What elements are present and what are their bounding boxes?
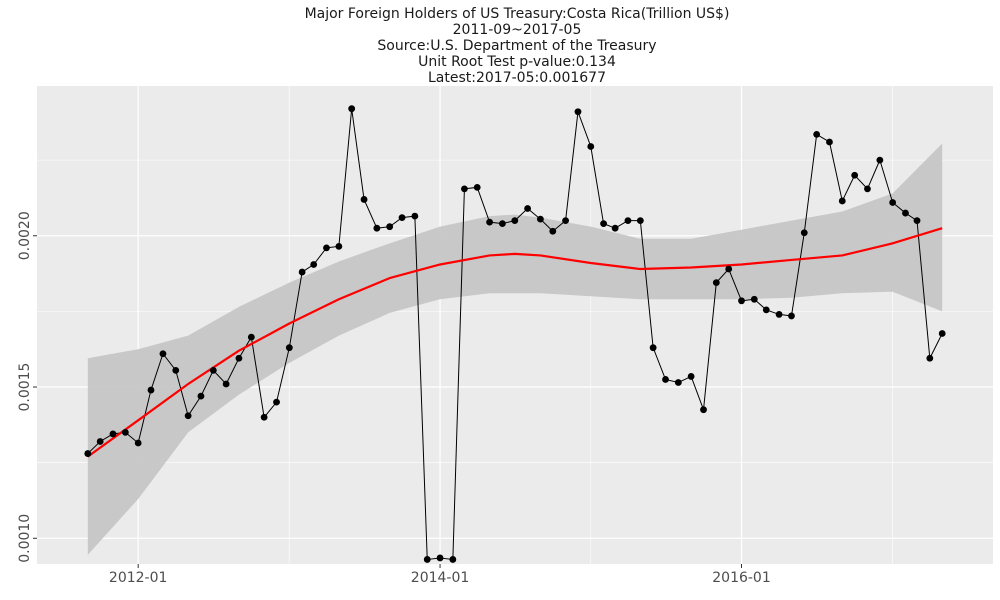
data-point	[611, 224, 619, 232]
data-point	[738, 297, 745, 305]
data-point	[902, 209, 909, 217]
data-point	[411, 212, 419, 220]
title-line-4: Unit Root Test p-value:0.134	[418, 54, 616, 70]
data-point	[712, 279, 720, 287]
data-point	[574, 108, 582, 116]
data-point	[775, 311, 783, 318]
data-point	[725, 265, 733, 273]
data-point	[96, 438, 104, 445]
data-point	[310, 261, 318, 268]
data-point	[172, 366, 180, 374]
confidence-band	[87, 143, 943, 555]
confidence-ribbon	[87, 143, 943, 555]
data-point	[109, 430, 117, 438]
data-point	[197, 392, 205, 400]
title-line-2: 2011-09~2017-05	[453, 22, 582, 38]
series-points	[84, 105, 946, 563]
data-point	[700, 406, 707, 414]
data-point	[222, 380, 230, 388]
y-axis: 0.0010 0.0015 0.0020	[17, 211, 37, 563]
data-point	[486, 218, 494, 226]
data-point	[449, 556, 457, 563]
data-point	[649, 344, 657, 352]
x-tick-label: 2014-01	[411, 570, 470, 586]
data-point	[938, 330, 946, 337]
data-point	[687, 373, 695, 380]
data-point	[511, 217, 519, 225]
data-point	[398, 214, 406, 222]
data-point	[423, 556, 431, 563]
data-point	[209, 366, 217, 374]
data-point	[851, 171, 859, 179]
title-line-5: Latest:2017-05:0.001677	[428, 70, 606, 86]
x-tick-label: 2016-01	[712, 570, 771, 586]
data-point	[562, 217, 569, 225]
data-point	[260, 413, 268, 421]
data-point	[876, 156, 884, 164]
data-point	[121, 428, 129, 436]
data-point	[838, 197, 846, 205]
data-point	[813, 131, 821, 138]
title-line-1: Major Foreign Holders of US Treasury:Cos…	[305, 6, 730, 22]
data-point	[549, 227, 557, 235]
y-tick-label: 0.0020	[17, 211, 33, 260]
data-point	[298, 268, 306, 276]
data-point	[247, 333, 255, 341]
data-point	[473, 183, 481, 191]
data-point	[524, 205, 531, 212]
x-axis: 2012-01 2014-01 2016-01	[109, 564, 771, 586]
data-point	[788, 312, 795, 320]
data-point	[461, 185, 468, 193]
data-point	[436, 554, 444, 562]
data-point	[184, 412, 192, 420]
data-point	[335, 242, 343, 250]
chart-title: Major Foreign Holders of US Treasury:Cos…	[305, 6, 730, 86]
data-point	[913, 217, 921, 225]
data-point	[235, 354, 243, 362]
data-point	[750, 295, 758, 303]
data-point	[826, 138, 833, 146]
data-point	[147, 386, 155, 394]
y-tick-label: 0.0015	[17, 363, 33, 412]
smooth-trend-line	[87, 227, 943, 458]
data-point	[323, 244, 330, 252]
data-point	[273, 398, 280, 406]
data-point	[600, 220, 607, 228]
data-point	[348, 105, 356, 113]
data-point	[499, 220, 506, 228]
plot-panel	[37, 86, 993, 564]
data-point	[587, 143, 595, 150]
data-point	[360, 196, 368, 203]
data-point	[864, 185, 871, 193]
data-point	[662, 376, 669, 383]
data-point	[285, 344, 293, 352]
data-point	[800, 229, 808, 237]
data-point	[624, 217, 632, 225]
data-point	[386, 223, 394, 231]
data-point	[134, 439, 142, 447]
data-point	[84, 450, 92, 457]
title-line-3: Source:U.S. Department of the Treasury	[377, 38, 656, 54]
x-tick-label: 2012-01	[109, 570, 168, 586]
smooth-line	[87, 227, 943, 458]
data-point	[373, 224, 381, 232]
data-point	[674, 379, 682, 386]
y-tick-label: 0.0010	[17, 514, 33, 563]
data-point	[926, 354, 934, 362]
data-point	[636, 217, 644, 225]
data-point	[536, 215, 544, 223]
data-point	[159, 350, 167, 358]
data-point	[889, 199, 897, 206]
data-point	[762, 306, 770, 314]
